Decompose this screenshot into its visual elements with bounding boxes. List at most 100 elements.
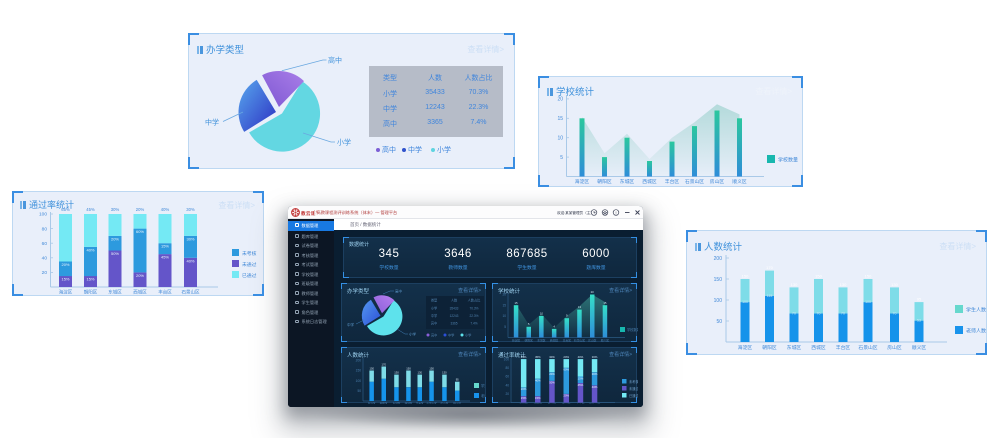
svg-text:20%: 20% — [563, 355, 569, 359]
svg-text:60: 60 — [42, 241, 48, 247]
svg-text:西城区: 西城区 — [405, 402, 413, 405]
svg-text:40%: 40% — [592, 385, 598, 389]
svg-text:70: 70 — [792, 311, 796, 315]
svg-text:小学: 小学 — [431, 306, 437, 311]
svg-text:30%: 30% — [186, 207, 195, 212]
svg-text:高中: 高中 — [328, 56, 342, 65]
svg-text:东城区: 东城区 — [393, 402, 401, 405]
svg-text:人数: 人数 — [451, 298, 458, 303]
svg-text:20: 20 — [505, 392, 509, 396]
svg-text:130: 130 — [442, 371, 447, 375]
svg-text:中学: 中学 — [431, 313, 437, 318]
svg-text:45%: 45% — [86, 207, 95, 212]
svg-text:4: 4 — [553, 324, 555, 328]
svg-text:东城区: 东城区 — [548, 403, 557, 404]
svg-text:未通过: 未通过 — [629, 386, 638, 391]
svg-text:丰台区: 丰台区 — [665, 178, 680, 185]
svg-text:丰台区: 丰台区 — [836, 344, 851, 351]
svg-text:海淀区: 海淀区 — [512, 339, 521, 343]
svg-text:石景山区: 石景山区 — [685, 178, 704, 185]
svg-text:70: 70 — [893, 311, 897, 315]
svg-text:80: 80 — [505, 366, 509, 370]
svg-text:小学: 小学 — [409, 332, 417, 337]
svg-text:5: 5 — [528, 322, 530, 326]
svg-text:130: 130 — [840, 282, 847, 287]
svg-text:10: 10 — [540, 312, 544, 316]
svg-text:3365: 3365 — [450, 322, 457, 326]
svg-text:石景山区: 石景山区 — [858, 344, 877, 351]
svg-text:15%: 15% — [578, 376, 584, 380]
svg-text:130: 130 — [791, 282, 798, 287]
svg-text:东城区: 东城区 — [108, 289, 122, 296]
svg-text:20: 20 — [502, 293, 506, 297]
svg-text:房山区: 房山区 — [441, 402, 449, 405]
svg-text:石景山区: 石景山区 — [589, 403, 600, 404]
svg-text:朝阳区: 朝阳区 — [84, 289, 98, 296]
svg-text:朝阳区: 朝阳区 — [597, 178, 612, 185]
svg-text:170: 170 — [381, 363, 386, 367]
svg-text:顺义区: 顺义区 — [732, 179, 747, 185]
svg-text:150: 150 — [742, 274, 749, 279]
svg-text:石景山区: 石景山区 — [574, 339, 585, 343]
svg-text:西城区: 西城区 — [133, 289, 147, 296]
svg-text:15: 15 — [514, 301, 518, 305]
svg-text:70: 70 — [817, 311, 821, 315]
svg-text:学生人数: 学生人数 — [481, 383, 485, 388]
svg-text:东城区: 东城区 — [787, 344, 802, 351]
svg-text:130: 130 — [394, 371, 399, 375]
svg-text:老师人数: 老师人数 — [966, 328, 986, 335]
svg-text:15%: 15% — [61, 277, 69, 282]
svg-text:100: 100 — [39, 212, 47, 218]
svg-text:20%: 20% — [521, 387, 527, 391]
svg-text:20%: 20% — [111, 236, 119, 241]
svg-text:115: 115 — [767, 294, 773, 298]
svg-text:200: 200 — [714, 256, 723, 262]
svg-text:150: 150 — [356, 369, 362, 373]
svg-text:顺义区: 顺义区 — [453, 402, 461, 405]
svg-text:海淀区: 海淀区 — [368, 402, 376, 405]
svg-text:40%: 40% — [578, 355, 584, 359]
svg-text:35433: 35433 — [450, 307, 459, 311]
svg-text:150: 150 — [815, 274, 822, 279]
svg-text:80: 80 — [42, 226, 48, 232]
svg-text:65%: 65% — [61, 207, 70, 212]
svg-text:10: 10 — [502, 314, 506, 318]
svg-text:95: 95 — [456, 378, 459, 382]
svg-text:60%: 60% — [563, 368, 569, 372]
svg-text:海淀区: 海淀区 — [59, 289, 73, 296]
svg-text:65%: 65% — [521, 355, 527, 359]
svg-text:15: 15 — [557, 116, 563, 122]
svg-text:15%: 15% — [86, 277, 94, 282]
svg-text:5: 5 — [560, 155, 563, 161]
svg-text:130: 130 — [891, 282, 898, 287]
svg-text:高中: 高中 — [395, 289, 403, 294]
svg-text:老师人数: 老师人数 — [481, 393, 485, 398]
svg-text:高中: 高中 — [431, 321, 437, 326]
svg-text:20: 20 — [557, 97, 563, 103]
svg-text:海淀区: 海淀区 — [519, 403, 528, 404]
svg-text:100: 100 — [714, 298, 723, 304]
svg-text:房山区: 房山区 — [887, 344, 902, 351]
svg-text:45%: 45% — [161, 255, 169, 260]
svg-text:15%: 15% — [521, 396, 527, 400]
svg-text:西城区: 西城区 — [642, 178, 657, 185]
svg-text:石景山区: 石景山区 — [182, 289, 200, 296]
svg-text:50%: 50% — [111, 251, 119, 256]
svg-text:中学: 中学 — [205, 118, 219, 127]
svg-text:45%: 45% — [535, 355, 541, 359]
svg-text:30%: 30% — [592, 372, 598, 376]
svg-text:丰台区: 丰台区 — [563, 339, 572, 343]
svg-text:20%: 20% — [136, 207, 145, 212]
svg-text:100: 100 — [504, 357, 510, 361]
svg-text:5: 5 — [504, 325, 506, 329]
svg-text:类型: 类型 — [431, 298, 438, 303]
svg-text:150: 150 — [865, 274, 872, 279]
svg-text:20%: 20% — [549, 372, 555, 376]
svg-text:20%: 20% — [563, 394, 569, 398]
svg-text:东城区: 东城区 — [620, 178, 635, 185]
svg-text:7.4%: 7.4% — [470, 322, 477, 326]
svg-text:学校数量: 学校数量 — [778, 157, 798, 164]
svg-text:13: 13 — [578, 305, 582, 309]
svg-text:150: 150 — [369, 367, 374, 371]
svg-text:丰台区: 丰台区 — [416, 402, 424, 405]
